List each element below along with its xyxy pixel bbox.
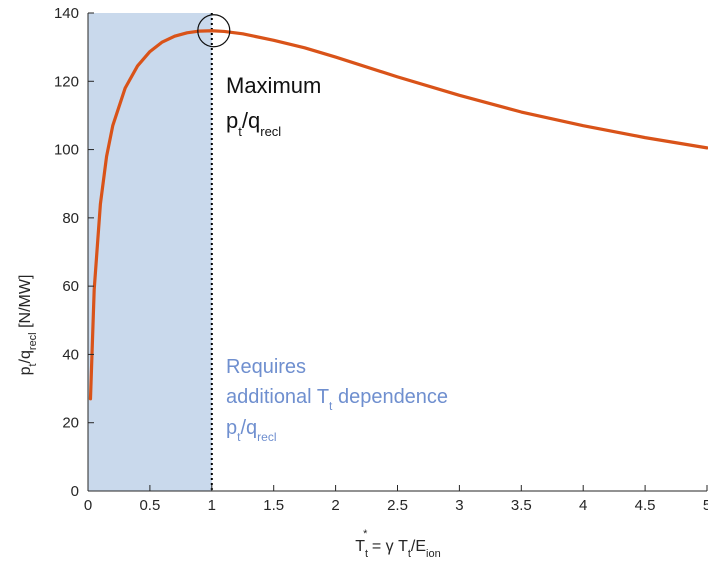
plot-area <box>88 13 708 491</box>
y-axis-label-base: p <box>17 366 34 375</box>
x-axis-label-rest-sub: t <box>408 548 411 560</box>
x-axis-label-base: T <box>355 538 365 555</box>
x-tick-label: 5 <box>703 497 708 514</box>
annotation-requires-base: p <box>226 417 237 439</box>
y-tick-label: 120 <box>54 73 79 90</box>
annotation-requires-post: dependence <box>332 386 448 408</box>
y-tick-label: 60 <box>62 278 79 295</box>
axis-ticks: 0 0.5 1 1.5 2 2.5 3 3.5 4 4.5 5 0 20 40 60 80 100 120 140 <box>54 5 708 514</box>
x-tick-label: 1.5 <box>263 497 284 514</box>
maximum-marker-circle <box>197 14 231 48</box>
x-tick-label: 3.5 <box>511 497 532 514</box>
series-line-0 <box>88 29 708 401</box>
x-axis-label: Tt * = γ Tt/Eion <box>355 528 440 560</box>
y-tick-label: 80 <box>62 210 79 227</box>
annotation-maximum-mid: /q <box>242 108 260 133</box>
annotation-maximum-sub1: t <box>238 124 242 139</box>
annotation-requires-line2: additional Tt dependence <box>226 386 448 413</box>
annotation-requires-line3: pt/qrecl <box>226 417 277 444</box>
x-tick-label: 3 <box>455 497 463 514</box>
annotation-maximum-base: p <box>226 108 238 133</box>
y-axis-label-sub2: recl <box>27 332 39 350</box>
x-axis-label-sub: t <box>365 548 368 560</box>
annotation-maximum-line1: Maximum <box>226 73 321 98</box>
x-axis-label-rest2-sub: ion <box>426 548 441 560</box>
x-tick-label: 2.5 <box>387 497 408 514</box>
x-tick-label: 0.5 <box>139 497 160 514</box>
y-tick-label: 20 <box>62 415 79 432</box>
x-tick-label: 4.5 <box>635 497 656 514</box>
x-axis-label-rest: = γ T <box>367 538 408 555</box>
y-axis-label: pt/qrecl [N/MW] <box>17 275 39 376</box>
y-axis-label-sub1: t <box>27 363 39 366</box>
shaded-region <box>88 13 212 491</box>
x-axis-label-sup: * <box>363 528 368 540</box>
annotation-requires-mid: /q <box>240 417 257 439</box>
y-tick-label: 100 <box>54 142 79 159</box>
annotation-requires-line1: Requires <box>226 356 306 378</box>
x-tick-label: 1 <box>208 497 216 514</box>
x-axis-label-rest2: /E <box>411 538 426 555</box>
y-axis-label-mid: /q <box>17 350 34 363</box>
annotation-requires-sub2: recl <box>257 430 276 444</box>
y-tick-label: 40 <box>62 346 79 363</box>
y-axis-label-unit: [N/MW] <box>17 275 34 333</box>
annotation-requires-sub: t <box>329 399 333 413</box>
y-tick-label: 0 <box>71 483 79 500</box>
x-tick-label: 2 <box>331 497 339 514</box>
annotation-maximum-sub2: recl <box>260 124 281 139</box>
annotation-requires-pre: additional T <box>226 386 329 408</box>
x-tick-label: 0 <box>84 497 92 514</box>
annotation-maximum-line2: pt/qrecl <box>226 108 281 139</box>
annotation-requires-sub1: t <box>237 430 241 444</box>
x-tick-label: 4 <box>579 497 587 514</box>
y-tick-label: 140 <box>54 5 79 22</box>
